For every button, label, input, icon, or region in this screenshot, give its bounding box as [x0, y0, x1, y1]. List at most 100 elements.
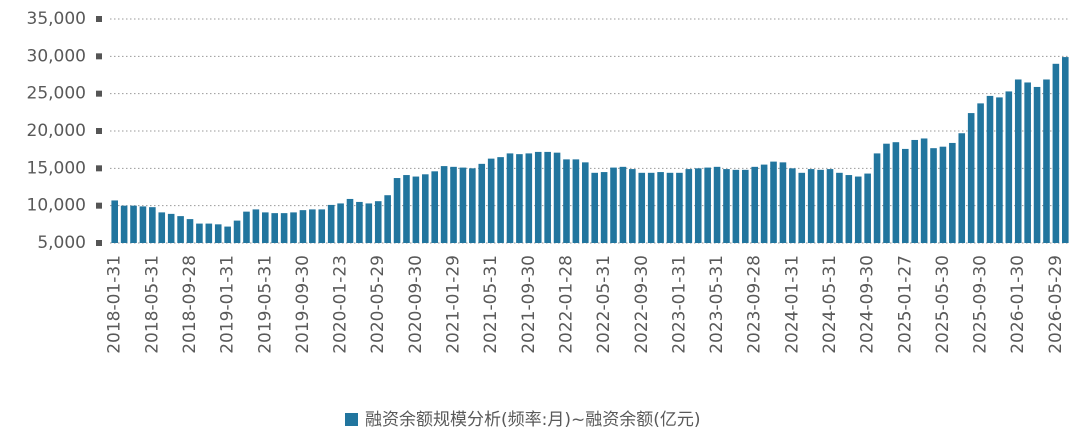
bar [506, 153, 514, 243]
bar [685, 169, 693, 243]
bar [318, 209, 326, 243]
x-tick-label: 2021-01-29 [444, 255, 464, 354]
bar [299, 210, 307, 243]
bar [365, 203, 373, 243]
bar [572, 159, 580, 243]
bar [1043, 79, 1050, 243]
bar [883, 143, 890, 243]
bar [1052, 63, 1060, 243]
bar [252, 209, 260, 243]
legend-label: 融资余额规模分析(频率:月)~融资余额(亿元) [365, 410, 701, 430]
bar [233, 220, 241, 243]
bar [742, 169, 749, 243]
y-tick-mark [96, 16, 102, 22]
bar [939, 146, 947, 243]
bar [553, 152, 561, 243]
bar [1014, 79, 1022, 243]
bar [544, 151, 551, 243]
bar [459, 167, 467, 243]
bar [440, 166, 448, 243]
bar [346, 198, 354, 243]
y-tick-label: 10,000 [27, 196, 86, 216]
x-tick-label: 2024-01-31 [782, 255, 802, 354]
bar [111, 200, 118, 243]
y-tick-label: 5,000 [37, 233, 86, 253]
bar [262, 212, 269, 243]
bar [967, 113, 975, 243]
bar [629, 169, 636, 243]
bar [196, 223, 203, 243]
y-tick-label: 20,000 [27, 121, 86, 141]
x-tick-label: 2019-09-30 [293, 255, 313, 354]
x-tick-label: 2023-09-28 [745, 255, 765, 354]
x-tick-label: 2018-09-28 [180, 255, 200, 354]
x-tick-label: 2025-01-27 [895, 255, 915, 354]
bar [930, 148, 937, 243]
y-tick-label: 15,000 [27, 158, 86, 178]
x-tick-label: 2025-05-30 [933, 255, 953, 354]
x-tick-label: 2021-09-30 [519, 255, 539, 354]
legend-swatch [345, 413, 358, 426]
bar [243, 211, 250, 243]
bar [1033, 86, 1041, 244]
x-tick-label: 2024-09-30 [858, 255, 878, 354]
bar [732, 169, 740, 243]
x-tick-label: 2026-01-30 [1008, 255, 1028, 354]
bar [130, 205, 137, 243]
bar [892, 142, 900, 243]
bar [525, 153, 533, 243]
bar [534, 151, 542, 243]
bar [600, 172, 608, 243]
bar [902, 148, 909, 243]
bar [149, 207, 156, 243]
x-tick-label: 2022-05-31 [594, 255, 614, 354]
bar [949, 142, 956, 243]
x-tick-label: 2024-05-31 [820, 255, 840, 354]
x-tick-label: 2019-01-31 [218, 255, 238, 354]
bar [290, 212, 297, 243]
x-tick-label: 2018-05-31 [142, 255, 162, 354]
x-tick-label: 2020-09-30 [406, 255, 426, 354]
x-tick-label: 2025-09-30 [971, 255, 991, 354]
bar [977, 103, 984, 243]
bar [826, 169, 834, 243]
bar [487, 158, 495, 243]
x-tick-label: 2020-01-23 [331, 255, 351, 354]
bar [610, 167, 617, 243]
bar [224, 226, 231, 243]
y-tick-mark [96, 128, 102, 134]
x-tick-label: 2019-05-31 [255, 255, 275, 354]
y-tick-label: 25,000 [27, 84, 86, 104]
y-tick-mark [96, 53, 102, 60]
bar [798, 172, 806, 243]
bar [704, 167, 711, 243]
bar [177, 216, 184, 243]
bar [356, 201, 363, 243]
bar [469, 168, 476, 243]
bar [497, 157, 504, 243]
bar [167, 213, 175, 243]
bar [337, 203, 344, 243]
bar [657, 172, 664, 243]
bar [807, 169, 815, 243]
bar [384, 195, 391, 243]
bar [1005, 91, 1013, 243]
bar [591, 172, 598, 243]
bar [412, 176, 420, 243]
bar [158, 212, 166, 243]
bar [986, 95, 994, 243]
bar [450, 166, 457, 243]
bar [1024, 82, 1031, 243]
bar [854, 176, 862, 243]
bar [478, 163, 486, 243]
bar [817, 169, 824, 243]
y-tick-label: 30,000 [27, 46, 86, 66]
bar [647, 172, 655, 243]
y-tick-mark [96, 165, 102, 172]
bar [1062, 57, 1069, 243]
x-tick-label: 2020-05-29 [368, 255, 388, 354]
bar [723, 169, 730, 243]
bar [393, 178, 401, 243]
bar [911, 139, 918, 243]
